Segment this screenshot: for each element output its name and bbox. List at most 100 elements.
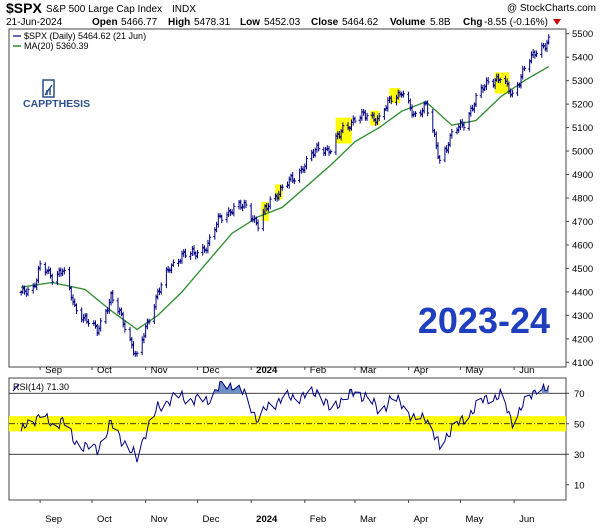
price-bar bbox=[201, 243, 205, 256]
price-bar bbox=[455, 127, 459, 135]
price-bar bbox=[208, 234, 212, 247]
price-y-axis: 4100 4200 4300 4400 4500 4600 4700 4800 4900 5000… bbox=[566, 29, 593, 369]
price-bar bbox=[166, 265, 170, 273]
chg-value: -8.55 (-0.16%) bbox=[484, 17, 548, 28]
price-bar bbox=[543, 43, 547, 52]
price-bar bbox=[486, 77, 490, 85]
x-tick-label: Oct bbox=[97, 365, 112, 376]
volume-value: 5.8B bbox=[430, 17, 451, 28]
price-bar bbox=[324, 146, 328, 156]
price-bar bbox=[407, 91, 411, 104]
price-bar bbox=[317, 141, 321, 152]
exchange: INDX bbox=[172, 4, 196, 15]
price-bar bbox=[471, 104, 475, 112]
price-bar bbox=[74, 303, 78, 315]
price-bar bbox=[450, 128, 454, 139]
rsi-y-tick-label: 10 bbox=[574, 480, 585, 491]
price-bar bbox=[232, 203, 236, 217]
price-bar bbox=[510, 89, 514, 98]
price-bar bbox=[389, 95, 393, 105]
rsi-legend-swatch bbox=[12, 383, 20, 392]
high-value: 5478.31 bbox=[194, 17, 231, 28]
price-bar bbox=[171, 259, 175, 267]
price-bar bbox=[62, 267, 66, 275]
price-bar bbox=[218, 213, 222, 219]
volume-label: Volume bbox=[390, 17, 426, 28]
price-bar bbox=[547, 34, 551, 45]
price-bar bbox=[322, 146, 326, 157]
price-bar bbox=[420, 107, 424, 118]
price-bar bbox=[286, 181, 289, 189]
period-label: 2023-24 bbox=[418, 300, 550, 341]
price-bar bbox=[244, 200, 248, 209]
price-bar bbox=[93, 320, 97, 329]
price-bar bbox=[351, 115, 355, 126]
x-tick-label: May bbox=[465, 365, 483, 376]
price-bar bbox=[329, 149, 333, 155]
price-bar bbox=[69, 286, 73, 301]
price-y-tick-label: 5100 bbox=[572, 123, 593, 134]
price-bar bbox=[431, 109, 435, 133]
price-y-tick-label: 4200 bbox=[572, 334, 593, 345]
price-y-tick-label: 4300 bbox=[572, 311, 593, 322]
x-tick-label: Dec bbox=[203, 514, 220, 525]
x-tick-label: Nov bbox=[151, 514, 168, 525]
x-tick-label: Nov bbox=[151, 365, 168, 376]
rsi-overbought-area bbox=[214, 381, 241, 394]
price-bar bbox=[183, 248, 187, 259]
rsi-y-tick-label: 70 bbox=[574, 389, 585, 400]
price-bar bbox=[111, 290, 115, 304]
price-bar bbox=[213, 227, 217, 240]
quote-date: 21-Jun-2024 bbox=[6, 17, 63, 28]
rsi-panel bbox=[8, 377, 567, 501]
chg-label: Chg bbox=[463, 17, 482, 28]
open-value: 5466.77 bbox=[121, 17, 158, 28]
price-bar bbox=[189, 251, 193, 260]
price-bar bbox=[177, 258, 181, 267]
rsi-line bbox=[20, 380, 550, 463]
price-bar bbox=[87, 319, 91, 327]
rsi-overbought-area bbox=[541, 384, 549, 394]
price-bar bbox=[43, 262, 47, 276]
x-tick-label: Mar bbox=[360, 365, 376, 376]
price-bar bbox=[196, 250, 200, 259]
price-bar bbox=[225, 211, 229, 223]
rsi-y-tick-label: 30 bbox=[574, 450, 585, 461]
price-bar bbox=[280, 184, 284, 191]
price-bar bbox=[531, 49, 535, 58]
price-y-tick-label: 4100 bbox=[572, 358, 593, 369]
price-bar bbox=[414, 111, 418, 118]
price-y-tick-label: 5300 bbox=[572, 76, 593, 87]
price-bar bbox=[99, 318, 103, 332]
price-bar bbox=[164, 267, 168, 289]
price-y-tick-label: 4400 bbox=[572, 287, 593, 298]
rsi-reference-lines bbox=[9, 392, 566, 455]
x-tick-label: 2024 bbox=[256, 514, 278, 525]
price-bar bbox=[522, 65, 526, 71]
symbol: $SPX bbox=[6, 0, 42, 16]
price-bar bbox=[57, 267, 61, 277]
x-tick-label: Apr bbox=[414, 514, 429, 525]
ma-legend: MA(20) 5360.39 bbox=[24, 41, 89, 51]
price-bar bbox=[24, 288, 28, 297]
rsi-legend: RSI(14) 71.30 bbox=[13, 382, 69, 392]
price-bar bbox=[315, 142, 319, 153]
price-bar bbox=[45, 268, 49, 275]
price-bar bbox=[59, 267, 63, 277]
ma20-line bbox=[21, 66, 550, 331]
price-bar bbox=[498, 77, 502, 83]
x-tick-label: Dec bbox=[203, 365, 220, 376]
price-bar bbox=[38, 260, 42, 271]
price-bar bbox=[159, 282, 163, 295]
price-bar bbox=[474, 92, 478, 108]
price-bar bbox=[436, 142, 440, 160]
price-bar bbox=[484, 77, 488, 91]
price-bar bbox=[382, 108, 386, 120]
price-bar bbox=[360, 108, 364, 121]
price-bar bbox=[434, 131, 438, 150]
price-bar bbox=[147, 318, 151, 325]
x-tick-label: Apr bbox=[414, 365, 429, 376]
x-tick-label: Jun bbox=[519, 514, 534, 525]
price-bar bbox=[104, 309, 108, 324]
